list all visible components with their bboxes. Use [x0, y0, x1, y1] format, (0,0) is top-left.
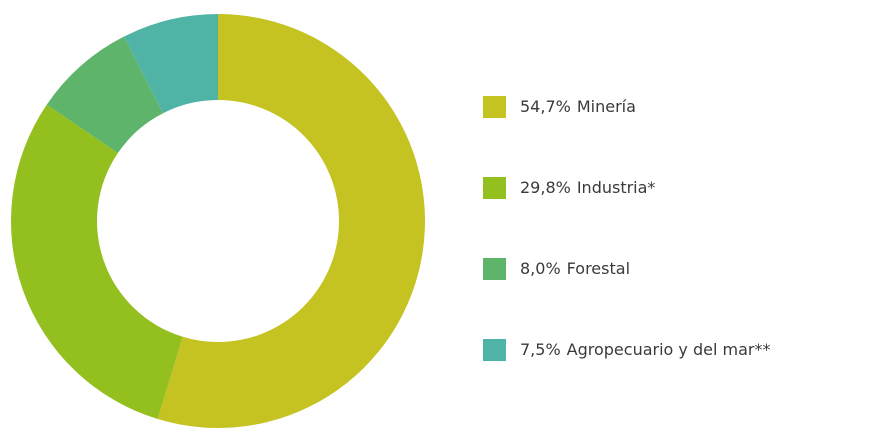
legend-label: 29,8% Industria*: [520, 178, 655, 197]
legend-name: Minería: [577, 97, 636, 116]
legend-value: 29,8%: [520, 178, 571, 197]
legend-value: 7,5%: [520, 340, 561, 359]
legend-swatch: [483, 96, 506, 118]
donut-slice: [11, 104, 183, 420]
legend-swatch: [483, 258, 506, 280]
legend-value: 54,7%: [520, 97, 571, 116]
legend-name: Agropecuario y del mar**: [567, 340, 771, 359]
legend-label: 8,0% Forestal: [520, 259, 630, 278]
legend-swatch: [483, 177, 506, 199]
donut-slice: [46, 36, 164, 153]
legend-name: Industria*: [577, 178, 656, 197]
legend-name: Forestal: [567, 259, 630, 278]
legend-label: 7,5% Agropecuario y del mar**: [520, 340, 770, 359]
donut-slice: [124, 14, 218, 114]
legend-value: 8,0%: [520, 259, 561, 278]
legend-label: 54,7% Minería: [520, 97, 636, 116]
donut-slice: [157, 14, 425, 428]
legend-swatch: [483, 339, 506, 361]
